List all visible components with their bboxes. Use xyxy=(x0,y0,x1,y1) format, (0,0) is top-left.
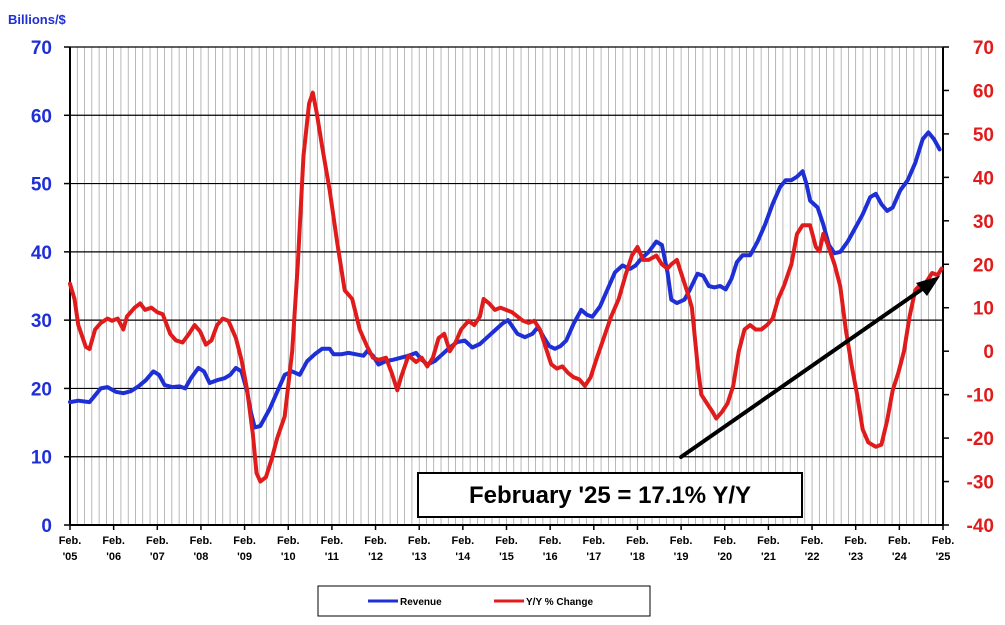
annotation-text: February '25 = 17.1% Y/Y xyxy=(469,482,751,509)
y-right-tick-label: 20 xyxy=(973,255,994,276)
x-tick-label-month: Feb. xyxy=(102,535,125,547)
x-tick-label-year: '18 xyxy=(630,551,645,563)
x-tick-label-year: '13 xyxy=(412,551,427,563)
x-tick-label-year: '22 xyxy=(805,551,820,563)
annotation-arrow xyxy=(679,283,930,459)
y-left-tick-label: 50 xyxy=(31,175,52,196)
grid xyxy=(69,46,944,526)
y-left-tick-label: 30 xyxy=(31,311,52,332)
x-tick-label-year: '05 xyxy=(63,551,78,563)
annotation-box xyxy=(417,472,803,518)
x-tick-label-month: Feb. xyxy=(801,535,824,547)
y-right-tick-label: 50 xyxy=(973,125,994,146)
y-left-tick-label: 20 xyxy=(31,379,52,400)
x-tick-label-month: Feb. xyxy=(932,535,955,547)
legend-label-revenue: Revenue xyxy=(400,597,442,608)
x-tick-label-year: '16 xyxy=(543,551,558,563)
y-left-tick-label: 70 xyxy=(31,38,52,59)
x-tick-label-month: Feb. xyxy=(888,535,911,547)
x-tick-label-year: '08 xyxy=(194,551,209,563)
x-tick-label-year: '24 xyxy=(892,551,908,563)
x-tick-label-month: Feb. xyxy=(844,535,867,547)
x-tick-label-year: '17 xyxy=(586,551,601,563)
y-right-tick-label: -30 xyxy=(967,473,994,494)
annotation: February '25 = 17.1% Y/Y xyxy=(417,276,940,518)
annotation-arrowhead xyxy=(916,276,940,296)
y-left-tick-label: 10 xyxy=(31,448,52,469)
revenue-series-line xyxy=(68,130,942,430)
x-tick-label-month: Feb. xyxy=(539,535,562,547)
x-tick-label-month: Feb. xyxy=(59,535,82,547)
x-tick-label-year: '20 xyxy=(717,551,732,563)
y-right-tick-label: 30 xyxy=(973,212,994,233)
x-tick-label-month: Feb. xyxy=(757,535,780,547)
x-tick-label-year: '10 xyxy=(281,551,296,563)
x-tick-label-month: Feb. xyxy=(626,535,649,547)
x-tick-label-year: '09 xyxy=(237,551,252,563)
x-tick-label-month: Feb. xyxy=(713,535,736,547)
x-tick-label-month: Feb. xyxy=(582,535,605,547)
x-tick-label-month: Feb. xyxy=(364,535,387,547)
x-tick-label-year: '12 xyxy=(368,551,383,563)
x-tick-label-year: '15 xyxy=(499,551,514,563)
x-tick-label-month: Feb. xyxy=(277,535,300,547)
y-left-tick-label: 0 xyxy=(41,516,52,537)
x-tick-label-year: '14 xyxy=(455,551,471,563)
yoy-change-series-line xyxy=(68,90,944,484)
legend-label-yoy: Y/Y % Change xyxy=(526,597,593,608)
y-right-tick-label: -40 xyxy=(967,516,994,537)
y-right-tick-label: -10 xyxy=(967,386,994,407)
y-right-tick-label: 70 xyxy=(973,38,994,59)
x-tick-label-month: Feb. xyxy=(452,535,475,547)
x-tick-label-month: Feb. xyxy=(495,535,518,547)
x-tick-label-month: Feb. xyxy=(146,535,169,547)
y-left-tick-label: 60 xyxy=(31,106,52,127)
x-tick-label-year: '07 xyxy=(150,551,165,563)
y-right-tick-label: 10 xyxy=(973,299,994,320)
y-right-tick-label: 0 xyxy=(983,342,994,363)
y-right-tick-label: 40 xyxy=(973,168,994,189)
x-tick-label-year: '23 xyxy=(848,551,863,563)
y-right-tick-label: -20 xyxy=(967,429,994,450)
x-tick-label-year: '19 xyxy=(674,551,689,563)
y-right-tick-label: 60 xyxy=(973,81,994,102)
y-left-axis-title: Billions/$ xyxy=(8,12,67,27)
y-left-tick-label: 40 xyxy=(31,243,52,264)
x-tick-label-year: '06 xyxy=(106,551,121,563)
series-lines xyxy=(68,90,944,484)
x-tick-label-month: Feb. xyxy=(321,535,344,547)
legend-box xyxy=(317,585,651,617)
legend: Revenue Y/Y % Change xyxy=(317,585,651,617)
x-tick-label-year: '25 xyxy=(936,551,951,563)
x-tick-label-month: Feb. xyxy=(190,535,213,547)
x-tick-label-year: '21 xyxy=(761,551,776,563)
x-tick-label-year: '11 xyxy=(325,551,339,563)
axes: 0 10 20 30 40 50 60 70 -40 -30 -20 -10 0 10 20 30 40 50 60… xyxy=(31,38,994,563)
x-tick-label-month: Feb. xyxy=(670,535,693,547)
x-tick-label-month: Feb. xyxy=(233,535,256,547)
x-tick-label-month: Feb. xyxy=(408,535,431,547)
